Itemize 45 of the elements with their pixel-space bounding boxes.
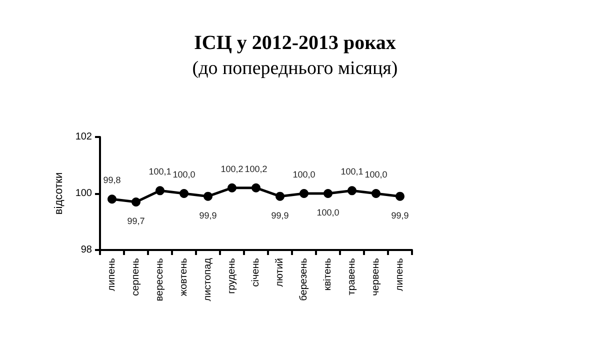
chart-title: ІСЦ у 2012-2013 роках bbox=[194, 32, 396, 54]
x-tick-label: червень bbox=[370, 258, 382, 296]
data-label: 99,8 bbox=[103, 175, 121, 186]
x-tick-label: липень bbox=[394, 258, 406, 292]
data-label: 99,9 bbox=[199, 210, 217, 220]
y-axis-title: відсотки bbox=[52, 172, 65, 215]
data-label: 100,1 bbox=[148, 166, 172, 177]
data-label: 99,9 bbox=[391, 210, 409, 220]
point bbox=[132, 197, 140, 206]
data-label: 100,0 bbox=[172, 170, 196, 180]
x-tick-label: липень bbox=[106, 258, 118, 292]
x-tick-label: січень bbox=[250, 258, 262, 287]
data-label: 99,9 bbox=[271, 210, 289, 220]
point bbox=[348, 186, 356, 196]
point bbox=[180, 189, 188, 198]
chart-subtitle: (до попереднього місяця) bbox=[192, 58, 398, 79]
data-label: 99,7 bbox=[127, 216, 145, 226]
data-label: 100,0 bbox=[316, 208, 340, 218]
x-tick-label: листопад bbox=[202, 258, 214, 302]
x-tick-label: березень bbox=[298, 258, 310, 301]
point bbox=[252, 183, 260, 192]
y-tick-label: 98 bbox=[80, 244, 92, 256]
data-label: 100,2 bbox=[220, 164, 244, 174]
point bbox=[156, 186, 164, 196]
point bbox=[324, 189, 332, 198]
x-tick-label: грудень bbox=[226, 258, 238, 294]
point bbox=[228, 183, 236, 192]
x-tick-label: жовтень bbox=[178, 258, 190, 296]
x-tick-label: лютий bbox=[274, 258, 286, 287]
point bbox=[108, 194, 116, 204]
x-tick-label: травень bbox=[346, 258, 358, 296]
point bbox=[396, 192, 404, 201]
x-tick-label: квітень bbox=[322, 258, 334, 291]
data-label: 100,1 bbox=[340, 166, 364, 177]
point bbox=[300, 189, 308, 198]
x-tick-label: серпень bbox=[130, 258, 142, 296]
point bbox=[372, 189, 380, 198]
data-label: 100,2 bbox=[244, 164, 268, 174]
data-label: 100,0 bbox=[364, 170, 388, 180]
y-tick-label: 100 bbox=[75, 188, 92, 199]
data-label: 100,0 bbox=[292, 170, 316, 180]
y-tick-label: 102 bbox=[75, 132, 92, 142]
x-tick-label: вересень bbox=[154, 258, 166, 302]
point bbox=[204, 192, 212, 201]
point bbox=[276, 192, 284, 201]
